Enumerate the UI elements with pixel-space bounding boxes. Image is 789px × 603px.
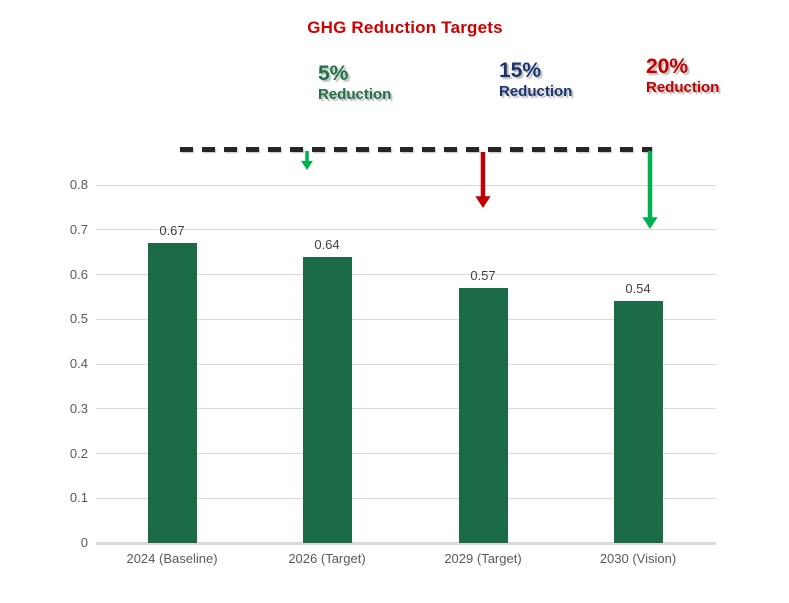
annotation-15-percent-value: 15% [499,59,542,82]
bar-value-label: 0.64 [314,236,340,252]
chart-title: GHG Reduction Targets [307,18,503,37]
gridline [96,363,716,365]
bar-value-label: 0.67 [159,223,185,239]
annotation-20-percent: 20% Reduction [646,55,720,97]
y-axis-tick-label: 0.2 [69,445,88,461]
annotation-5-percent-label: Reduction [318,86,392,104]
gridline [96,542,716,545]
annotation-15-percent: 15% Reduction [499,59,573,101]
gridline [96,184,716,186]
annotation-15-percent-label: Reduction [499,83,573,101]
annotation-20-percent-label: Reduction [646,79,720,97]
x-axis-category-label: 2026 (Target) [288,551,366,566]
gridline [96,229,716,231]
bar [147,243,197,543]
20-percent-reduction-arrow-head [642,217,658,229]
bar [458,287,508,543]
y-axis-tick-label: 0.5 [69,311,88,327]
y-axis-tick-label: 0.7 [69,221,88,237]
y-axis-tick-label: 0.3 [69,400,88,416]
y-axis-tick-label: 0.4 [69,356,88,371]
x-axis-category-label: 2024 (Baseline) [126,551,218,566]
x-axis-category-label: 2030 (Vision) [599,551,677,566]
bar-value-label: 0.54 [625,281,651,297]
annotation-5-percent: 5% Reduction [318,62,392,104]
annotation-20-percent-value: 20% [646,55,689,78]
gridline [96,497,716,499]
gridline [96,453,716,454]
gridline [96,274,716,275]
5-percent-reduction-arrow-head [301,160,313,170]
bar-value-label: 0.57 [470,267,496,283]
y-axis-tick-label: 0.6 [69,266,88,282]
gridline [96,318,716,320]
15-percent-reduction-arrow-head [475,196,491,208]
y-axis-tick-label: 0.1 [69,490,88,506]
annotation-5-percent-value: 5% [318,62,349,85]
target-reference-dashed-line [180,147,652,152]
y-axis-tick-label: 0 [80,535,88,550]
y-axis-tick-label: 0.8 [69,177,88,192]
x-axis-category-label: 2029 (Target) [444,551,522,566]
bar [302,256,352,543]
gridline [96,408,716,410]
bar [613,301,663,543]
